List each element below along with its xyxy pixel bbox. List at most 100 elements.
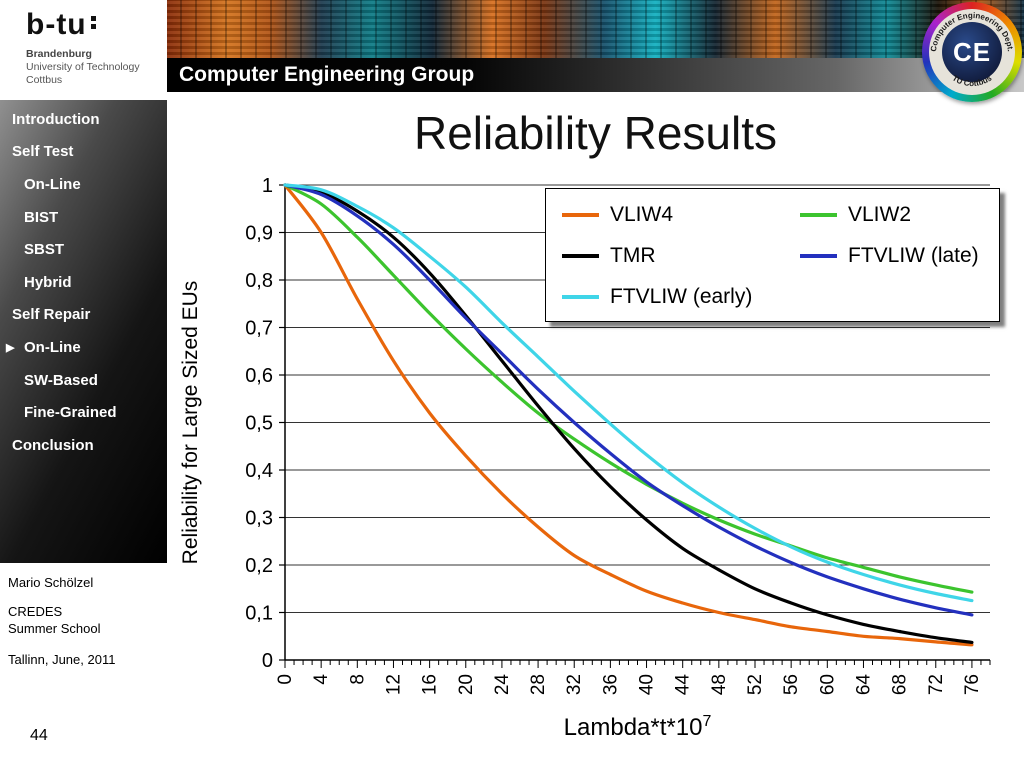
sidebar-item-label: SBST [24,241,65,259]
legend-line-swatch [562,213,599,217]
x-tick-label: 36 [600,674,621,695]
university-logo: b-tu Brandenburg University of Technolog… [0,0,167,100]
outline-sidebar: Introduction Self Test On-Line BIST SBST Hybr… [0,100,167,563]
x-tick-label: 4 [311,674,332,685]
x-tick-label: 20 [456,674,477,695]
outline-nav-list: Introduction Self Test On-Line BIST SBST Hybr… [0,103,167,462]
current-slide-marker-icon: ▶ [6,341,15,354]
org-line-3: Cottbus [26,74,63,86]
sidebar-item-label: On-Line [24,175,81,193]
legend-item-vliw2: VLIW2 [800,203,993,227]
x-tick-label: 60 [817,674,838,695]
x-tick-label: 8 [347,674,368,685]
x-tick-label: 56 [781,674,802,695]
org-line-1: Brandenburg [26,48,92,60]
sidebar-item-self-test[interactable]: Self Test [0,136,167,169]
x-tick-label: 68 [890,674,911,695]
sidebar-item-on-line[interactable]: On-Line [0,168,167,201]
footer-event-1: CREDES [8,604,63,619]
y-tick-label: 0,8 [245,270,273,292]
x-tick-label: 72 [926,674,947,695]
legend-line-swatch [800,213,837,217]
y-axis-title: Reliability for Large Sized EUs [179,281,202,565]
legend-item-ftvliw-early-: FTVLIW (early) [562,285,800,309]
x-axis-title: Lambda*t*107 [564,713,712,741]
y-tick-label: 0,3 [245,508,273,530]
x-axis-ticks: 0 4 8 12 16 20 24 28 32 36 40 44 48 52 56 60 64 68 72 76 [275,660,991,696]
footer-author: Mario Schölzel [8,575,94,590]
sidebar-item-self-repair[interactable]: Self Repair [0,299,167,332]
seal-center-text: CE [952,36,992,67]
legend-item-vliw4: VLIW4 [562,203,800,227]
sidebar-item-conclusion[interactable]: Conclusion [0,429,167,462]
series-line-ftvliw-late- [283,183,974,617]
y-tick-label: 0,2 [245,555,273,577]
sidebar-item-label: SW-Based [24,371,98,389]
x-tick-label: 16 [420,674,441,695]
slide-number: 44 [30,727,48,744]
circuit-board-banner-image [167,0,1024,58]
sidebar-item-label: Conclusion [12,436,94,454]
legend-line-swatch [800,254,837,258]
legend-item-ftvliw-late-: FTVLIW (late) [800,244,993,268]
sidebar-item-bist[interactable]: BIST [0,201,167,234]
x-tick-label: 32 [564,674,585,695]
svg-text:Computer Engineering Dept.: Computer Engineering Dept. [929,11,1015,52]
legend-label: FTVLIW (late) [848,244,979,267]
y-tick-label: 0,5 [245,413,273,435]
y-tick-label: 1 [262,175,273,197]
legend-label: VLIW4 [610,203,674,226]
group-bar-title: Computer Engineering Group [167,58,1024,92]
sidebar-item-label: Introduction [12,110,100,128]
sidebar-item-label: Self Repair [12,306,91,324]
seal-core: CE [942,22,1002,82]
footer-event-2: Summer School [8,621,101,636]
legend-label: VLIW2 [848,203,912,226]
sidebar-item-fine-grained[interactable]: Fine-Grained [0,396,167,429]
legend-line-swatch [562,295,599,299]
svg-text:TU Cottbus: TU Cottbus [951,73,994,88]
x-tick-label: 0 [275,674,296,685]
sidebar-item-sbst[interactable]: SBST [0,233,167,266]
x-tick-label: 24 [492,674,513,696]
y-tick-label: 0 [262,650,273,672]
x-tick-label: 52 [745,674,766,695]
legend-item-tmr: TMR [562,244,800,268]
x-tick-label: 28 [528,674,549,695]
reliability-chart: 0 0,1 0,2 0,3 0,4 0,5 0,6 0,7 0,8 0,9 1 0 4 8 12 16 20 24… [167,170,1024,768]
y-tick-label: 0,7 [245,318,273,340]
y-tick-label: 0,1 [245,603,273,625]
x-tick-label: 48 [709,674,730,695]
sidebar-item-label: Hybrid [24,273,72,291]
slide-footer: Mario Schölzel CREDES Summer School Tall… [8,575,163,668]
department-seal-logo: CE Computer Engineering Dept. TU Cottbus [922,2,1022,102]
series-line-ftvliw-early- [283,183,974,603]
btu-logo-text: b-tu [26,8,87,41]
y-tick-label: 0,4 [245,460,273,482]
seal-ring-text: Computer Engineering Dept. TU Cottbus [929,11,1015,88]
y-tick-label: 0,6 [245,365,273,387]
x-tick-label: 76 [962,674,983,695]
footer-location-date: Tallinn, June, 2011 [8,652,116,667]
series-line-tmr [283,183,974,644]
y-tick-label: 0,9 [245,223,273,245]
x-tick-label: 64 [853,674,874,696]
legend-grid: VLIW4 VLIW2 TMR FTVLIW (late) FTVLIW (early) [562,203,993,309]
btu-logo-dots-icon [90,16,96,29]
slide-title: Reliability Results [413,107,777,159]
sidebar-item-on-line[interactable]: ▶ On-Line [0,331,167,364]
sidebar-item-introduction[interactable]: Introduction [0,103,167,136]
chart-legend: VLIW4 VLIW2 TMR FTVLIW (late) FTVLIW (early) [545,188,1000,322]
org-line-2: University of Technology [26,61,140,73]
x-tick-label: 12 [383,674,404,695]
sidebar-item-sw-based[interactable]: SW-Based [0,364,167,397]
series-line-vliw4 [283,183,974,647]
legend-line-swatch [562,254,599,258]
x-tick-label: 44 [673,674,694,696]
sidebar-item-hybrid[interactable]: Hybrid [0,266,167,299]
sidebar-item-label: BIST [24,208,59,226]
legend-label: TMR [610,244,656,267]
series-line-vliw2 [283,183,974,594]
sidebar-item-label: On-Line [24,338,81,356]
